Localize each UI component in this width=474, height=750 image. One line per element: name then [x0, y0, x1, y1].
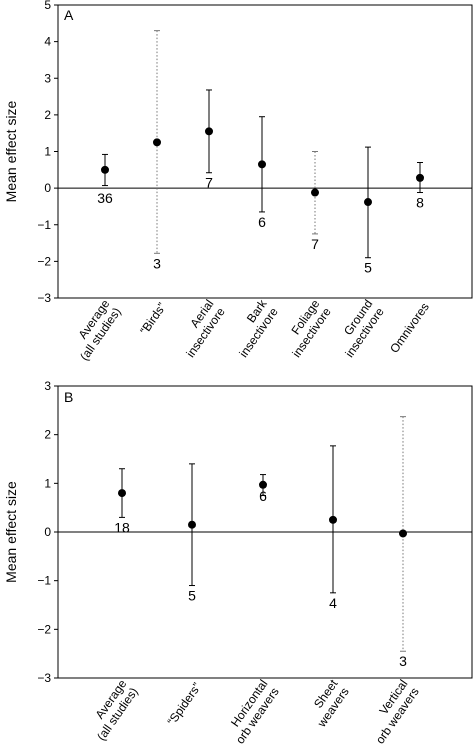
y-tick-label: −3	[37, 291, 51, 305]
sample-size-label: 7	[311, 236, 319, 252]
plot-frame	[57, 4, 473, 299]
panel-a-chart: A −3 −2 −1 0 1 2 3 4 5 Mean effect size 36 3 7 6 7 5 8 Ave…	[3, 0, 473, 363]
category-label: Sheetweavers	[303, 676, 352, 730]
panel-letter: A	[64, 7, 74, 23]
category-label: Aerialinsectivore	[172, 297, 228, 360]
mean-point	[118, 489, 126, 498]
sample-size-label: 7	[205, 175, 213, 191]
mean-point	[101, 165, 109, 174]
y-tick-label: 5	[44, 0, 51, 12]
mean-point	[188, 520, 196, 529]
panel-b-chart: B −3 −2 −1 0 1 2 3 Mean effect size 18 5 6 4 3 Average…	[3, 379, 473, 746]
sample-size-label: 5	[188, 588, 196, 604]
mean-point	[329, 515, 337, 524]
category-label: Horizontalorb weavers	[222, 677, 282, 746]
category-label: Omnivores	[387, 300, 432, 356]
mean-point	[205, 127, 213, 136]
y-tick-label: 2	[44, 108, 51, 122]
sample-size-label: 36	[97, 190, 113, 206]
category-label: Groundinsectivore	[331, 297, 387, 360]
category-label-line: Omnivores	[387, 300, 432, 356]
category-label-line: “Spiders”	[165, 680, 204, 728]
y-tick-label: 1	[44, 476, 51, 490]
mean-point	[399, 529, 407, 538]
y-axis-title: Mean effect size	[3, 100, 19, 202]
sample-size-label: 5	[364, 260, 372, 276]
sample-size-label: 18	[114, 519, 130, 535]
y-tick-label: 2	[44, 428, 51, 442]
category-label: Barkinsectivore	[225, 296, 281, 360]
mean-point	[364, 198, 372, 207]
category-label: Average(all studies)	[66, 297, 124, 363]
y-tick-label: −1	[37, 574, 51, 588]
category-label: Foliageinsectivore	[278, 297, 334, 360]
category-label: Average(all studies)	[83, 677, 141, 743]
y-tick-label: 1	[44, 145, 51, 159]
category-label: Verticalorb weavers	[362, 677, 422, 746]
y-tick-label: −3	[37, 671, 51, 685]
mean-point	[153, 138, 161, 147]
y-axis-title: Mean effect size	[3, 481, 19, 583]
y-tick-label: −1	[37, 218, 51, 232]
sample-size-label: 3	[153, 255, 161, 271]
y-tick-label: 4	[44, 35, 51, 49]
category-label: “Spiders”	[165, 680, 204, 728]
y-tick-label: −2	[37, 254, 51, 268]
mean-point	[416, 173, 424, 182]
y-tick-label: −2	[37, 622, 51, 636]
y-tick-label: 3	[44, 379, 51, 393]
mean-point	[311, 188, 319, 197]
sample-size-label: 3	[399, 653, 407, 669]
sample-size-label: 6	[259, 488, 267, 504]
panel-letter: B	[64, 389, 73, 405]
sample-size-label: 4	[329, 595, 337, 611]
category-label: “Birds”	[137, 300, 169, 337]
sample-size-label: 6	[258, 214, 266, 230]
mean-point	[258, 160, 266, 169]
sample-size-label: 8	[416, 195, 424, 211]
y-tick-label: 0	[44, 181, 51, 195]
y-tick-label: 0	[44, 525, 51, 539]
mean-point	[259, 480, 267, 489]
category-label-line: “Birds”	[137, 300, 169, 337]
y-tick-label: 3	[44, 71, 51, 85]
